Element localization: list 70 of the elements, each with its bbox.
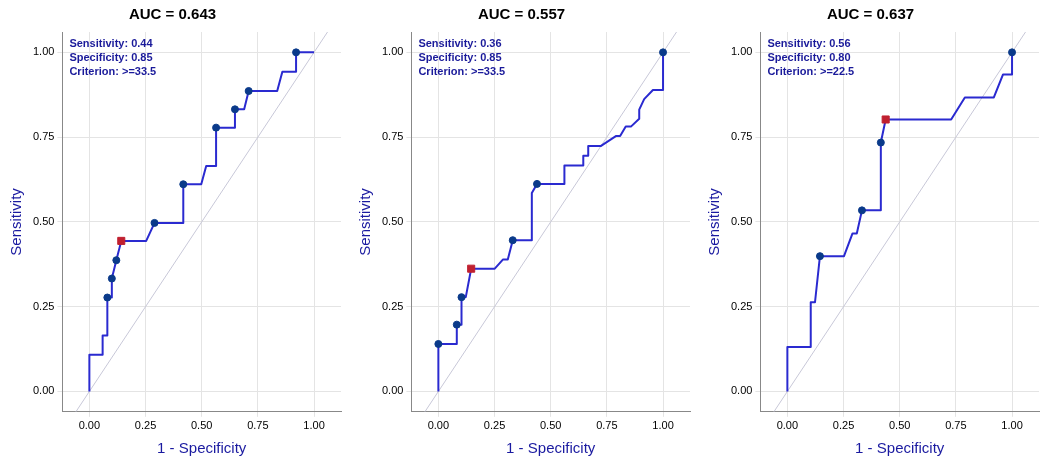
annotation: Criterion: >=22.5	[767, 64, 855, 77]
point	[452, 320, 461, 329]
point	[112, 256, 121, 265]
x-tick-label: 0.50	[539, 419, 562, 432]
point	[876, 138, 885, 147]
y-tick-label: 0.75	[381, 130, 404, 143]
x-axis-title: 1 - Specificity	[855, 439, 945, 457]
x-tick-label: 0.75	[945, 419, 967, 432]
y-tick-label: 0.75	[32, 130, 55, 143]
annotation: Criterion: >=33.5	[69, 64, 157, 77]
y-tick-label: 0.00	[381, 384, 404, 397]
annotation: Specificity: 0.85	[69, 50, 153, 63]
point	[1008, 48, 1017, 57]
y-tick-label: 0.00	[32, 384, 55, 397]
point	[212, 123, 221, 132]
annotation: Criterion: >=33.5	[418, 64, 506, 77]
x-tick-label: 0.75	[247, 419, 269, 432]
point	[434, 339, 443, 348]
annotation: Sensitivity: 0.36	[418, 36, 502, 49]
y-tick-label: 1.00	[32, 45, 55, 58]
chart-title: AUC = 0.637	[826, 5, 915, 23]
x-tick-label: 1.00	[652, 419, 674, 432]
point	[107, 274, 116, 283]
y-axis-title: Sensitivity	[7, 187, 25, 256]
x-tick-label: 0.25	[134, 419, 157, 432]
point	[815, 252, 824, 261]
x-tick-label: 0.00	[427, 419, 450, 432]
annotation: Specificity: 0.85	[418, 50, 502, 63]
y-tick-label: 0.00	[730, 384, 753, 397]
point	[533, 179, 541, 188]
y-tick-label: 0.75	[730, 130, 753, 143]
point	[179, 180, 188, 189]
y-tick-label: 0.50	[730, 214, 753, 227]
y-tick-label: 0.50	[32, 214, 55, 227]
point	[244, 87, 253, 96]
point	[150, 218, 159, 227]
y-tick-label: 0.50	[381, 214, 404, 227]
x-tick-label: 0.50	[888, 419, 911, 432]
point	[467, 264, 476, 273]
y-axis-title: Sensitivity	[356, 187, 374, 256]
point	[103, 293, 112, 302]
point	[659, 48, 668, 57]
y-tick-label: 0.25	[730, 299, 753, 312]
x-tick-label: 1.00	[1001, 419, 1023, 432]
x-axis-title: 1 - Specificity	[157, 439, 247, 457]
annotation: Sensitivity: 0.44	[69, 36, 154, 49]
point	[117, 236, 126, 245]
x-tick-label: 1.00	[303, 419, 325, 432]
x-tick-label: 0.00	[78, 419, 101, 432]
chart-title: AUC = 0.643	[128, 5, 217, 23]
y-tick-label: 1.00	[730, 45, 753, 58]
y-tick-label: 0.25	[32, 299, 55, 312]
point	[457, 293, 466, 302]
annotation: Specificity: 0.80	[767, 50, 851, 63]
annotation: Sensitivity: 0.56	[767, 36, 851, 49]
x-tick-label: 0.00	[776, 419, 799, 432]
point	[508, 236, 517, 245]
x-tick-label: 0.50	[190, 419, 213, 432]
chart-title: AUC = 0.557	[477, 5, 566, 23]
x-tick-label: 0.75	[596, 419, 618, 432]
x-axis-title: 1 - Specificity	[506, 439, 596, 457]
x-tick-label: 0.25	[832, 419, 855, 432]
y-tick-label: 0.25	[381, 299, 404, 312]
point	[857, 206, 866, 215]
point	[292, 48, 301, 57]
x-tick-label: 0.25	[483, 419, 506, 432]
point	[230, 105, 239, 114]
y-tick-label: 1.00	[381, 45, 404, 58]
point	[881, 115, 890, 124]
y-axis-title: Sensitivity	[705, 187, 723, 256]
